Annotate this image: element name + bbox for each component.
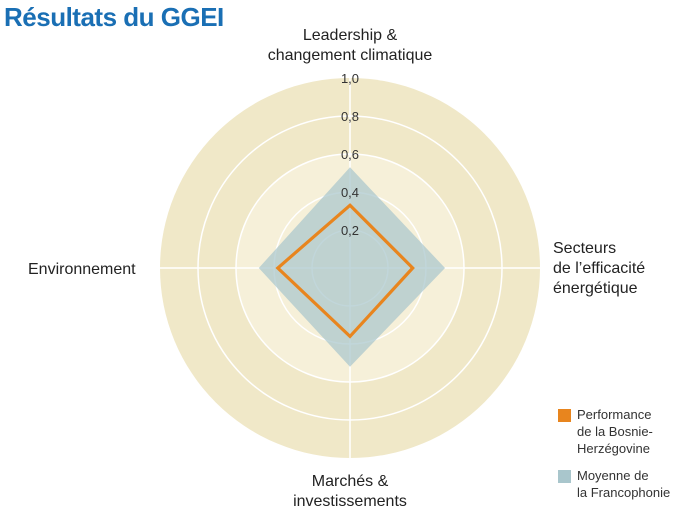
radar-series [258,167,445,367]
radar-tick-label: 0,8 [341,109,359,124]
radar-tick-label: 1,0 [341,71,359,86]
radar-tick-label: 0,6 [341,147,359,162]
radar-tick-labels: 0,2 0,4 0,6 0,8 1,0 [341,71,359,238]
legend-label-performance: Performance de la Bosnie- Herzégovine [577,407,653,456]
legend-swatch-performance [558,409,571,422]
legend-item-moyenne: Moyenne de la Francophonie [558,467,697,501]
series-line-performance [275,203,415,339]
axis-label-marches: Marchés & investissements [293,473,407,510]
legend-swatch-moyenne [558,470,571,483]
series-area-moyenne [258,167,445,367]
chart-title: Résultats du GGEI [4,2,224,32]
axis-label-leadership: Leadership & changement climatique [267,27,433,64]
radar-tick-label: 0,4 [341,185,359,200]
legend: Performance de la Bosnie- Herzégovine Mo… [558,406,697,511]
axis-label-efficacite: Secteurs de l’efficacité énergétique [553,240,646,297]
legend-label-moyenne: Moyenne de la Francophonie [577,468,671,500]
axis-label-environnement: Environnement [28,261,136,278]
legend-item-performance: Performance de la Bosnie- Herzégovine [558,406,697,457]
radar-tick-label: 0,2 [341,223,359,238]
